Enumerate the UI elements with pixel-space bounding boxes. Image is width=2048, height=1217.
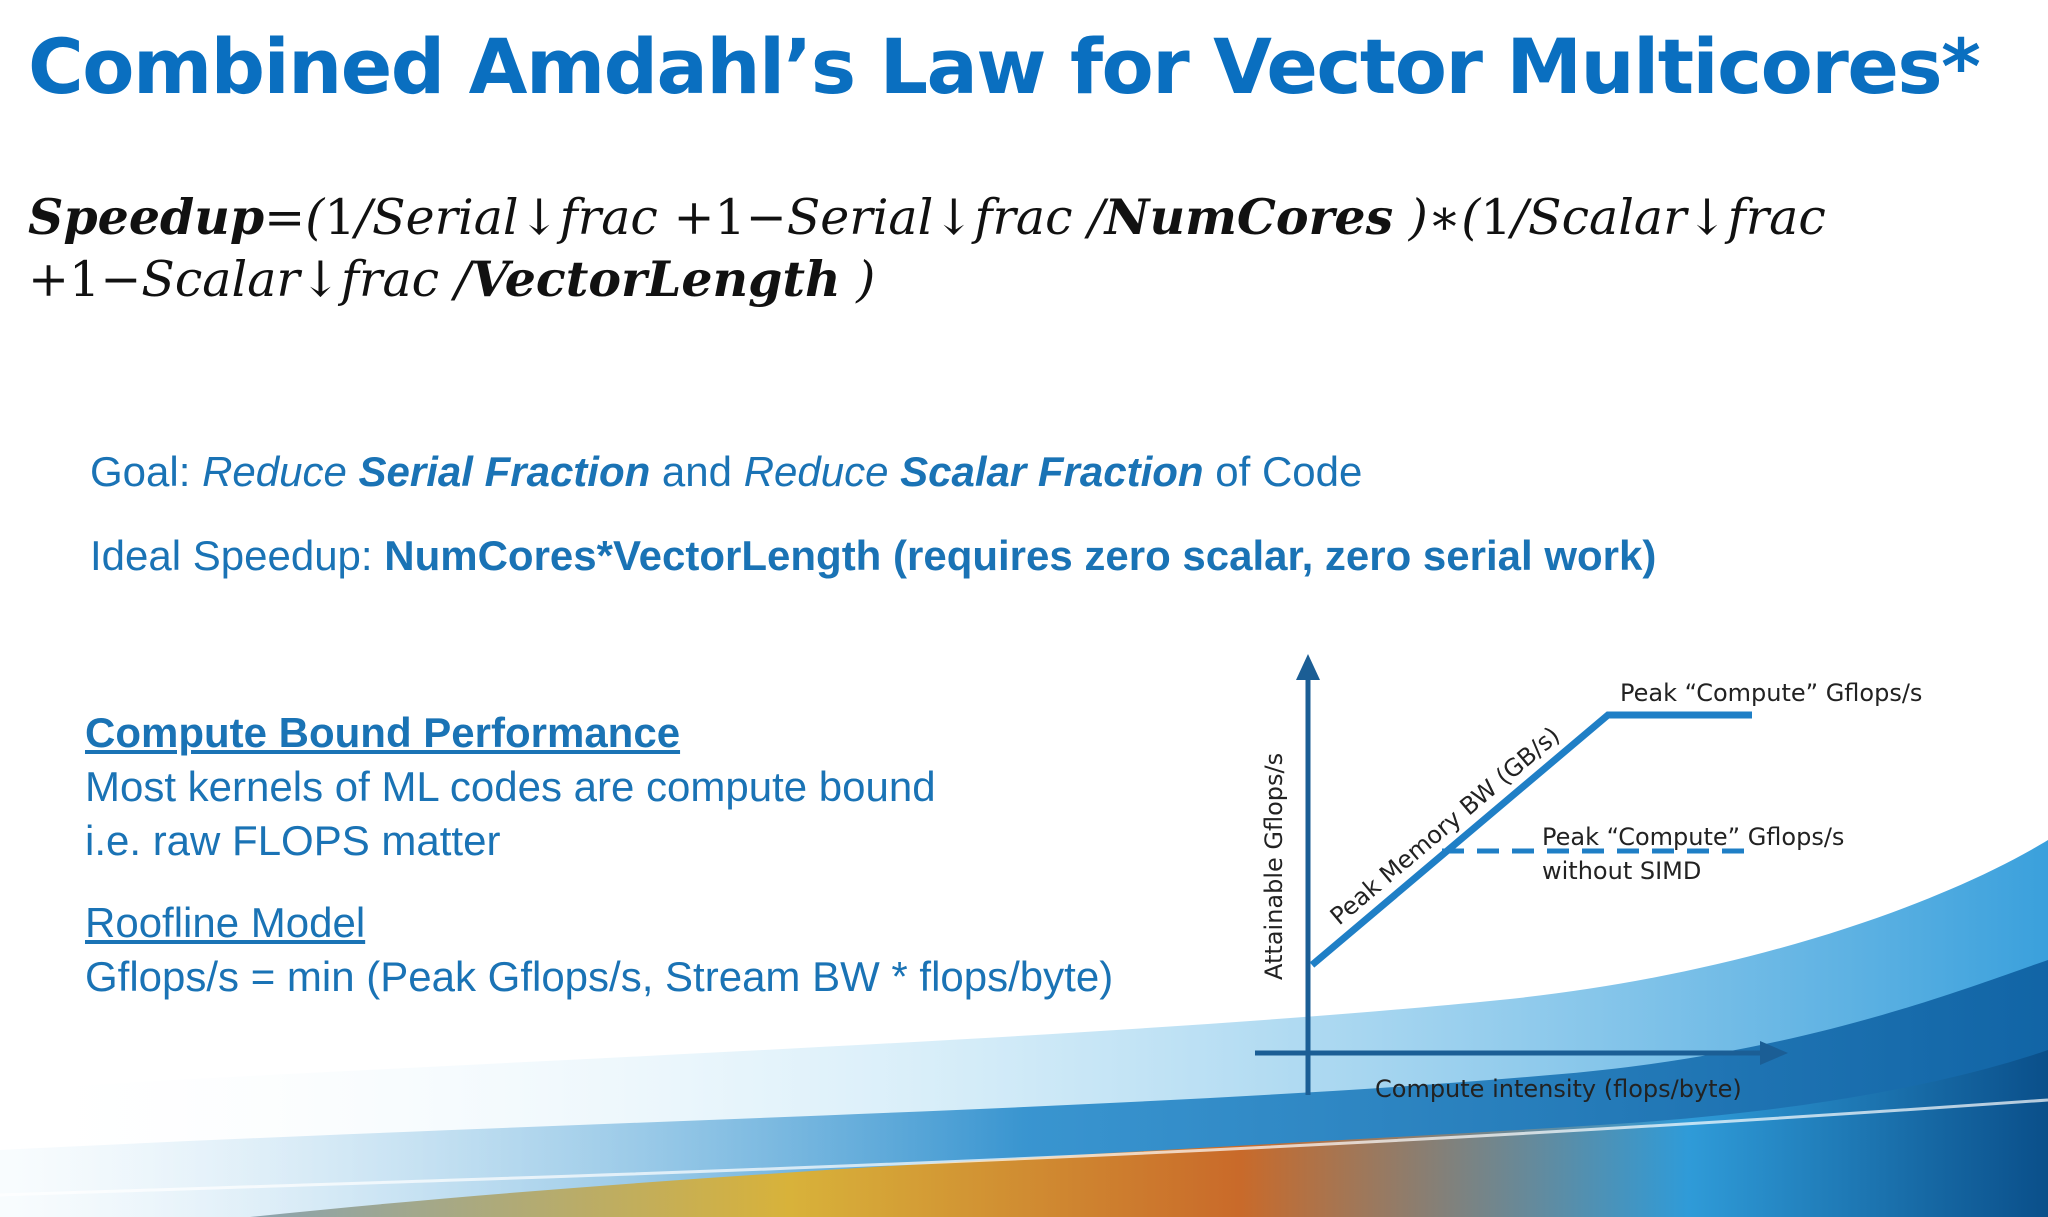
goal-scalar-fraction: Scalar Fraction bbox=[900, 448, 1204, 495]
formula-one: 1 bbox=[324, 189, 356, 246]
formula-minus-2: − bbox=[100, 251, 142, 308]
formula-plus-one-2: +1 bbox=[28, 251, 101, 308]
no-simd-label-2: without SIMD bbox=[1542, 857, 1701, 885]
formula-serial-frac: /Serial↓frac bbox=[355, 189, 658, 246]
roofline-formula: Gflops/s = min (Peak Gflops/s, Stream BW… bbox=[85, 953, 1114, 1000]
compute-bound-line-1: Most kernels of ML codes are compute bou… bbox=[85, 763, 936, 810]
slope-label: Peak Memory BW (GB/s) bbox=[1325, 721, 1565, 930]
x-axis-label: Compute intensity (flops/byte) bbox=[1375, 1075, 1742, 1103]
compute-bound-section: Compute Bound Performance Most kernels o… bbox=[85, 706, 936, 868]
formula-scalar-frac-2: Scalar↓frac bbox=[141, 251, 440, 308]
y-axis-arrow bbox=[1296, 654, 1320, 680]
slide-title: Combined Amdahl’s Law for Vector Multico… bbox=[28, 22, 1981, 111]
y-axis-label: Attainable Gflops/s bbox=[1260, 753, 1288, 980]
formula-line-1: Speedup=(1/Serial↓frac +1−Serial↓frac /N… bbox=[28, 188, 1826, 246]
roofline-line bbox=[1309, 711, 1752, 968]
roofline-section: Roofline Model Gflops/s = min (Peak Gflo… bbox=[85, 896, 1113, 1004]
x-axis-arrow bbox=[1760, 1041, 1788, 1065]
roofline-heading: Roofline Model bbox=[85, 899, 366, 946]
goal-suffix: of Code bbox=[1203, 448, 1363, 495]
compute-bound-line-2: i.e. raw FLOPS matter bbox=[85, 817, 501, 864]
goal-serial-fraction: Serial Fraction bbox=[358, 448, 651, 495]
formula-minus: − bbox=[745, 189, 787, 246]
formula-serial-frac-2: Serial↓frac bbox=[786, 189, 1073, 246]
formula-paren: ( bbox=[305, 189, 325, 246]
formula-plus-one: +1 bbox=[673, 189, 746, 246]
no-simd-label-1: Peak “Compute” Gflops/s bbox=[1542, 823, 1844, 851]
goal-line: Goal: Reduce Serial Fraction and Reduce … bbox=[90, 448, 1362, 496]
formula-vectorlength: VectorLength bbox=[471, 250, 841, 308]
compute-bound-heading: Compute Bound Performance bbox=[85, 709, 681, 756]
formula-close-mult: )∗ bbox=[1393, 189, 1462, 246]
peak-compute-label: Peak “Compute” Gflops/s bbox=[1620, 679, 1922, 707]
formula-slash-2: / bbox=[439, 251, 472, 308]
formula-slash: / bbox=[1072, 189, 1105, 246]
goal-and: and bbox=[650, 448, 744, 495]
formula-scalar-frac: /Scalar↓frac bbox=[1511, 189, 1826, 246]
goal-prefix: Goal: bbox=[90, 448, 203, 495]
formula-paren-2: ( bbox=[1461, 189, 1481, 246]
formula-one-2: 1 bbox=[1480, 189, 1512, 246]
formula-equals: = bbox=[264, 189, 306, 246]
formula-close: ) bbox=[840, 251, 876, 308]
roofline-diagram: Attainable Gflops/s Compute intensity (f… bbox=[1255, 654, 1922, 1103]
formula-line-2: +1−Scalar↓frac /VectorLength ) bbox=[28, 250, 875, 308]
ideal-value: NumCores*VectorLength (requires zero sca… bbox=[384, 532, 1657, 579]
formula-speedup: Speedup bbox=[28, 188, 265, 246]
goal-reduce-1: Reduce bbox=[202, 448, 359, 495]
formula-numcores: NumCores bbox=[1104, 188, 1394, 246]
ideal-prefix: Ideal Speedup: bbox=[90, 532, 385, 579]
goal-reduce-2: Reduce bbox=[743, 448, 901, 495]
ideal-speedup-line: Ideal Speedup: NumCores*VectorLength (re… bbox=[90, 532, 1656, 580]
